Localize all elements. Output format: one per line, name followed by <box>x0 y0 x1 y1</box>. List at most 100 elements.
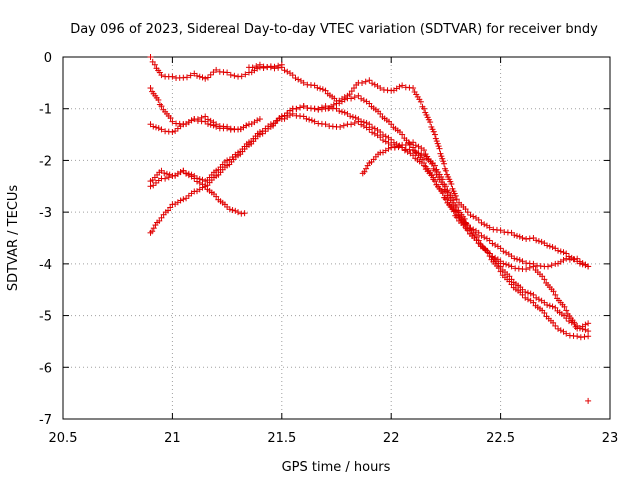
x-tick-label: 20.5 <box>49 431 78 446</box>
data-point <box>412 149 419 156</box>
data-point <box>289 110 296 117</box>
data-point <box>267 121 274 128</box>
data-point <box>497 245 504 252</box>
data-point <box>530 299 537 306</box>
data-point <box>565 253 572 260</box>
y-axis-label: SDTVAR / TECUs <box>6 185 21 292</box>
data-point <box>511 255 518 262</box>
data-point <box>441 160 448 167</box>
data-point <box>358 95 365 102</box>
data-point <box>226 206 233 213</box>
data-point <box>489 240 496 247</box>
data-point <box>188 171 195 178</box>
data-point <box>369 129 376 136</box>
data-point <box>503 249 510 256</box>
plot-frame <box>62 56 611 420</box>
data-point <box>514 232 521 239</box>
data-point <box>235 209 242 216</box>
data-point <box>213 123 220 130</box>
y-tick-label: -5 <box>39 310 52 325</box>
data-point <box>287 112 294 119</box>
data-point <box>254 65 261 72</box>
data-point <box>371 130 378 137</box>
data-point <box>351 85 358 92</box>
data-point <box>156 217 163 224</box>
data-point <box>151 61 158 68</box>
data-point <box>427 119 434 126</box>
data-point <box>568 319 575 326</box>
data-point <box>464 222 471 229</box>
data-point <box>450 202 457 209</box>
data-point <box>256 128 263 135</box>
data-point <box>253 63 260 70</box>
data-point <box>442 167 449 174</box>
data-point <box>306 116 313 123</box>
data-point <box>322 121 329 128</box>
data-point <box>419 156 426 163</box>
data-point <box>522 294 529 301</box>
data-point <box>538 238 545 245</box>
data-point <box>410 85 417 92</box>
data-point <box>438 153 445 160</box>
data-point <box>492 254 499 261</box>
data-point <box>231 72 238 79</box>
data-point <box>224 157 231 164</box>
data-point <box>560 256 567 263</box>
data-point <box>453 209 460 216</box>
data-point <box>439 155 446 162</box>
data-point <box>549 244 556 251</box>
data-point <box>194 72 201 79</box>
data-point <box>377 110 384 117</box>
data-point <box>207 121 214 128</box>
data-point <box>371 81 378 88</box>
data-point <box>363 165 370 172</box>
data-point <box>158 103 165 110</box>
data-point <box>337 123 344 130</box>
data-point <box>366 121 373 128</box>
data-point <box>371 125 378 132</box>
data-point <box>431 167 438 174</box>
data-point <box>563 250 570 257</box>
data-point <box>156 101 163 108</box>
data-point <box>406 140 413 147</box>
data-point <box>311 105 318 112</box>
data-point <box>256 61 263 68</box>
data-point <box>238 73 245 80</box>
data-point <box>568 254 575 261</box>
data-point <box>232 207 239 214</box>
data-point <box>519 235 526 241</box>
data-point <box>539 273 546 280</box>
data-point <box>514 256 521 263</box>
data-point <box>428 160 435 167</box>
data-point <box>473 237 480 244</box>
data-point <box>338 108 345 115</box>
data-point <box>158 214 165 221</box>
data-point <box>152 124 159 131</box>
data-point <box>196 73 203 80</box>
axis-ticks: 20.5 21 21.5 22 22.5 23 0 -1 -2 -3 -4 -5 -6 -7 <box>39 51 618 446</box>
data-point <box>224 125 231 132</box>
data-point <box>585 320 592 327</box>
data-point <box>340 122 347 129</box>
data-point <box>415 143 422 150</box>
data-point <box>511 232 518 239</box>
data-point <box>351 120 358 127</box>
x-axis-label: GPS time / hours <box>282 460 391 475</box>
data-point <box>541 309 548 316</box>
data-point <box>314 84 321 91</box>
data-point <box>341 109 348 116</box>
data-point <box>349 113 356 120</box>
data-point <box>561 303 568 310</box>
data-point <box>149 228 156 235</box>
data-point <box>410 139 417 146</box>
data-point <box>185 170 192 177</box>
data-point <box>183 170 190 177</box>
data-point <box>478 219 485 226</box>
data-point <box>431 178 438 185</box>
data-point <box>519 258 526 265</box>
data-point <box>527 290 534 297</box>
data-point <box>410 152 417 159</box>
data-point <box>295 76 302 83</box>
data-point <box>322 87 329 94</box>
data-point <box>439 190 446 197</box>
